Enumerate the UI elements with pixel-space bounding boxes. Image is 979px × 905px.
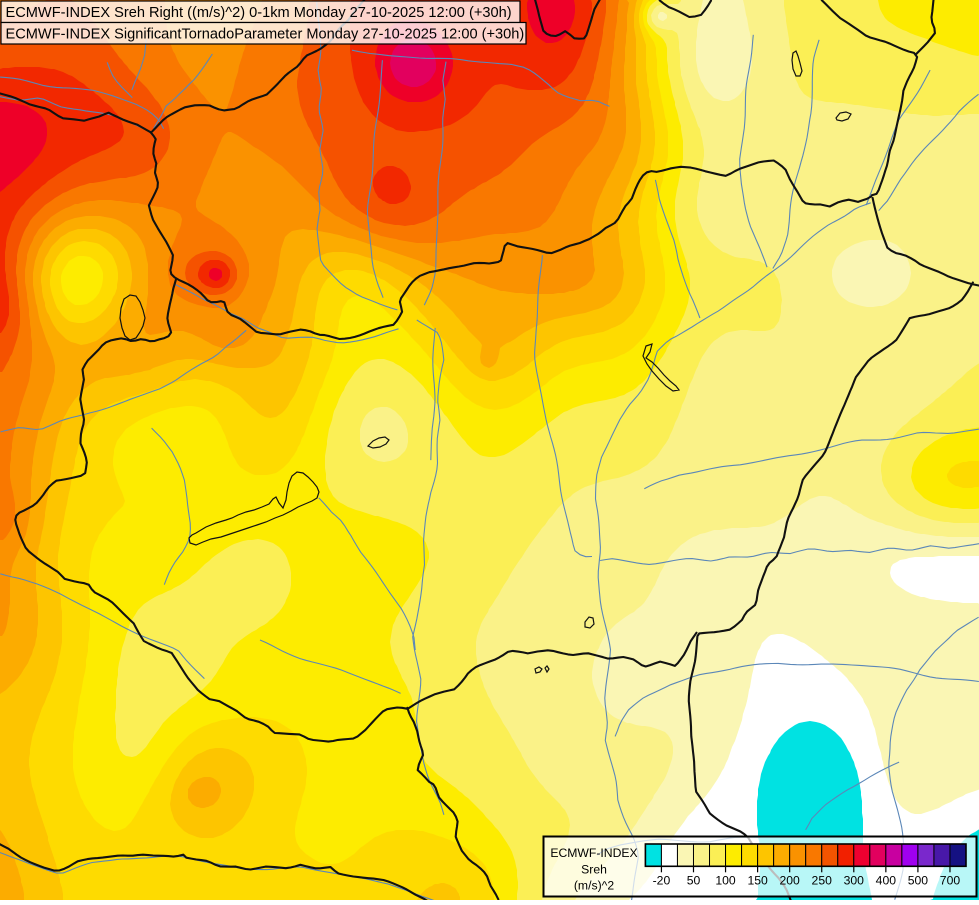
svg-text:50: 50 bbox=[687, 874, 701, 888]
svg-text:200: 200 bbox=[779, 874, 800, 888]
svg-text:100: 100 bbox=[715, 874, 736, 888]
svg-text:-20: -20 bbox=[653, 874, 671, 888]
svg-text:400: 400 bbox=[876, 874, 897, 888]
svg-text:Sreh: Sreh bbox=[581, 863, 607, 877]
svg-text:150: 150 bbox=[747, 874, 768, 888]
svg-text:(m/s)^2: (m/s)^2 bbox=[574, 879, 614, 893]
svg-text:250: 250 bbox=[812, 874, 833, 888]
svg-text:ECMWF-INDEX: ECMWF-INDEX bbox=[550, 846, 637, 860]
svg-text:500: 500 bbox=[908, 874, 929, 888]
svg-text:700: 700 bbox=[940, 874, 961, 888]
svg-text:ECMWF-INDEX Sreh Right ((m/s)^: ECMWF-INDEX Sreh Right ((m/s)^2) 0-1km M… bbox=[6, 5, 512, 21]
svg-text:ECMWF-INDEX SignificantTornado: ECMWF-INDEX SignificantTornadoParameter … bbox=[6, 27, 525, 43]
svg-text:300: 300 bbox=[844, 874, 865, 888]
